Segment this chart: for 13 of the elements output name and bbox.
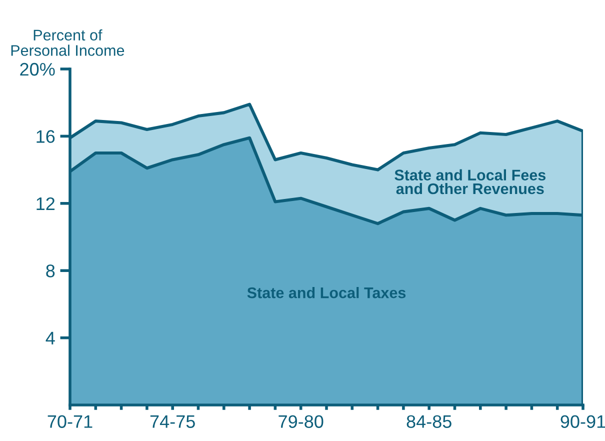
- x-tick-label: 79-80: [278, 415, 324, 428]
- y-tick-label: 4: [46, 332, 55, 344]
- y-axis-title: Percent of Personal Income: [11, 29, 124, 56]
- series-label: State and Local Fees and Other Revenues: [394, 169, 546, 194]
- x-tick-label: 84-85: [406, 415, 452, 428]
- series-label: State and Local Taxes: [247, 287, 406, 298]
- y-tick-label: 20%: [20, 62, 55, 76]
- y-tick-label: 16: [36, 130, 55, 143]
- x-tick-label: 90-91: [560, 415, 605, 428]
- x-tick-label: 70-71: [48, 415, 92, 428]
- x-tick-label: 74-75: [150, 415, 195, 428]
- y-tick-label: 8: [46, 264, 55, 278]
- y-tick-label: 12: [36, 197, 55, 210]
